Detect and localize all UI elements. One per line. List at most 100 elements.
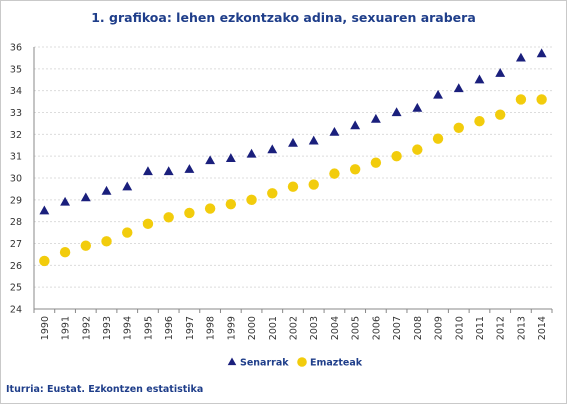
data-point-senarrak (143, 166, 153, 176)
legend-layer: Senarrak Emazteak (227, 357, 363, 369)
data-point-emazteak (246, 194, 257, 206)
data-point-senarrak (80, 192, 91, 202)
data-point-emazteak (432, 133, 444, 144)
data-point-senarrak (350, 120, 361, 130)
data-point-emazteak (370, 157, 382, 168)
data-point-senarrak (225, 153, 236, 162)
data-point-senarrak (288, 137, 298, 147)
data-point-senarrak (329, 126, 340, 136)
data-point-emazteak (80, 240, 92, 251)
data-point-emazteak (39, 255, 50, 267)
data-point-emazteak (267, 188, 278, 199)
y-tick-label: 26 (10, 261, 22, 272)
data-point-senarrak (184, 164, 195, 173)
data-point-senarrak (391, 107, 402, 117)
data-point-emazteak (101, 236, 112, 247)
y-tick-label: 25 (10, 283, 22, 294)
legend-marker-emazteak (297, 357, 307, 367)
data-point-emazteak (536, 94, 547, 105)
data-point-senarrak (453, 83, 464, 93)
x-tick-label: 2006 (371, 316, 382, 340)
data-point-emazteak (204, 203, 216, 214)
data-point-emazteak (142, 218, 154, 230)
data-point-emazteak (308, 179, 319, 190)
x-tick-label: 2013 (516, 316, 527, 340)
grid-layer (34, 46, 552, 288)
data-point-senarrak (101, 185, 112, 195)
y-tick-label: 24 (10, 305, 22, 316)
source-note: Iturria: Eustat. Ezkontzen estatistika (6, 384, 204, 395)
x-tick-label: 2010 (454, 316, 465, 340)
data-point-emazteak (349, 164, 361, 175)
x-tick-label: 2007 (392, 316, 403, 340)
data-point-senarrak (495, 68, 506, 77)
data-point-senarrak (163, 166, 174, 176)
y-tick-label: 27 (10, 239, 22, 250)
x-tick-label: 2005 (351, 316, 362, 340)
data-point-emazteak (453, 122, 464, 133)
data-point-emazteak (163, 212, 174, 223)
data-point-emazteak (122, 227, 133, 238)
y-tick-label: 29 (10, 195, 22, 206)
x-tick-label: 2004 (330, 316, 341, 340)
y-tick-label: 32 (10, 130, 22, 141)
data-point-senarrak (308, 135, 319, 145)
data-point-emazteak (474, 116, 485, 127)
data-point-emazteak (59, 247, 71, 258)
x-tick-label: 2001 (268, 316, 279, 340)
y-tick-label: 28 (10, 217, 22, 228)
x-tick-label: 2012 (496, 316, 507, 340)
x-tick-label: 1991 (61, 316, 72, 340)
x-tick-label: 2011 (475, 316, 486, 340)
x-tick-label: 2002 (289, 316, 300, 340)
legend-marker-senarrak (227, 357, 237, 366)
x-tick-label: 2003 (309, 316, 320, 340)
x-tick-label: 1999 (226, 316, 237, 340)
legend-label-emazteak: Emazteak (310, 358, 363, 369)
x-tick-label: 2009 (434, 316, 445, 340)
y-tick-label: 35 (10, 64, 22, 75)
data-point-emazteak (495, 109, 506, 120)
data-point-senarrak (536, 48, 547, 58)
data-point-emazteak (329, 168, 340, 179)
x-tick-label: 1995 (143, 316, 154, 340)
data-point-emazteak (515, 94, 527, 105)
data-point-senarrak (60, 196, 71, 206)
series-layer (39, 48, 547, 267)
data-point-senarrak (122, 181, 133, 191)
data-point-senarrak (39, 205, 50, 215)
axis-layer: 24 25 26 27 28 29 30 31 32 33 34 35 36 1990 1991 1992 19… (10, 43, 553, 340)
y-tick-label: 33 (10, 108, 22, 119)
data-point-senarrak (412, 102, 423, 112)
y-tick-label: 34 (10, 86, 22, 97)
data-point-senarrak (515, 52, 526, 62)
x-tick-label: 1993 (102, 316, 113, 340)
data-point-senarrak (433, 89, 443, 99)
x-tick-label: 2014 (537, 316, 548, 340)
x-tick-label: 2008 (413, 316, 424, 340)
data-point-emazteak (184, 207, 195, 219)
data-point-emazteak (287, 181, 299, 192)
x-tick-label: 1992 (81, 316, 92, 340)
data-point-emazteak (412, 144, 423, 155)
data-point-senarrak (205, 155, 216, 165)
x-tick-label: 2000 (247, 316, 258, 340)
x-tick-label: 1996 (164, 316, 175, 340)
data-point-senarrak (267, 144, 278, 154)
y-tick-label: 30 (10, 174, 22, 185)
chart-title: 1. grafikoa: lehen ezkontzako adina, sex… (91, 10, 476, 25)
data-point-emazteak (391, 150, 402, 162)
x-tick-label: 1994 (123, 316, 134, 340)
data-point-senarrak (370, 113, 381, 123)
data-point-senarrak (474, 74, 485, 84)
x-tick-label: 1997 (185, 316, 196, 340)
x-tick-label: 1990 (40, 316, 51, 340)
legend-label-senarrak: Senarrak (240, 358, 289, 369)
data-point-senarrak (246, 148, 257, 158)
y-tick-label: 31 (10, 152, 22, 163)
y-tick-label: 36 (10, 43, 22, 54)
x-tick-label: 1998 (206, 316, 217, 340)
data-point-emazteak (225, 199, 237, 210)
